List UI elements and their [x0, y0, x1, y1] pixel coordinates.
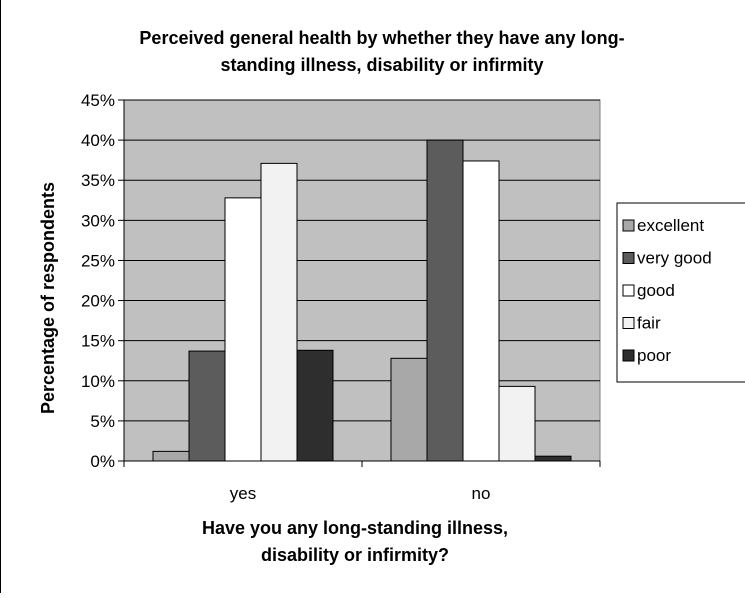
y-tick-label: 15%: [81, 332, 115, 351]
bar-poor: [297, 350, 333, 461]
legend-swatch: [623, 253, 634, 264]
legend-swatch: [623, 220, 634, 231]
bar-excellent: [391, 358, 427, 461]
bar-good: [463, 161, 499, 461]
y-tick-label: 25%: [81, 251, 115, 270]
y-tick-label: 0%: [90, 452, 115, 471]
x-tick-label: yes: [230, 484, 256, 503]
y-tick-label: 30%: [81, 211, 115, 230]
legend-swatch: [623, 318, 634, 329]
chart-title-line-2: standing illness, disability or infirmit…: [220, 55, 543, 75]
y-tick-label: 10%: [81, 372, 115, 391]
legend-swatch: [623, 350, 634, 361]
bar-fair: [261, 163, 297, 461]
y-tick-label: 35%: [81, 171, 115, 190]
x-axis-title-line-1: Have you any long-standing illness,: [202, 518, 508, 538]
x-tick-label: no: [472, 484, 491, 503]
legend-label: good: [637, 281, 675, 300]
y-tick-label: 45%: [81, 91, 115, 110]
bar-good: [225, 198, 261, 461]
y-tick-label: 20%: [81, 292, 115, 311]
legend-label: very good: [637, 249, 712, 268]
bar-poor: [535, 456, 571, 461]
bar-fair: [499, 386, 535, 461]
bar-excellent: [153, 451, 189, 461]
legend-label: fair: [637, 314, 661, 333]
y-tick-label: 5%: [90, 412, 115, 431]
y-tick-label: 40%: [81, 131, 115, 150]
bar-very-good: [427, 140, 463, 461]
legend-label: excellent: [637, 216, 704, 235]
bar-very-good: [189, 351, 225, 461]
y-axis-title: Percentage of respondents: [38, 182, 58, 414]
legend-swatch: [623, 285, 634, 296]
chart-title-line-1: Perceived general health by whether they…: [139, 28, 624, 48]
x-axis-title-line-2: disability or infirmity?: [261, 545, 449, 565]
legend-label: poor: [637, 346, 671, 365]
